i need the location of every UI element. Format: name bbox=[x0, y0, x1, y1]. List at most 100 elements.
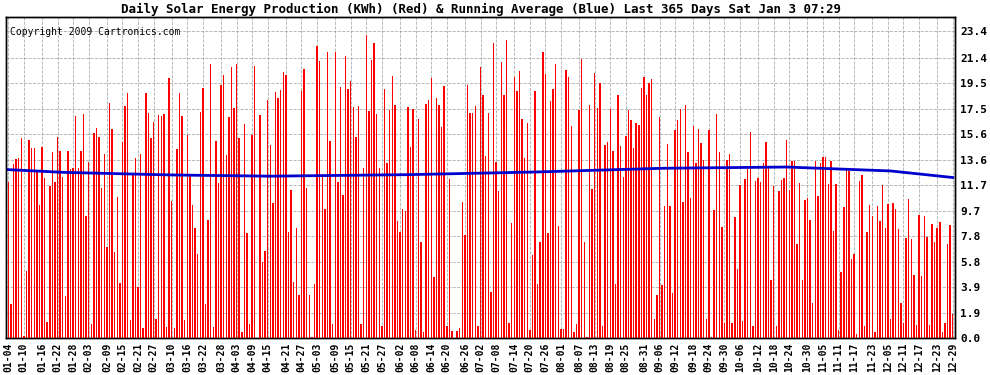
Bar bbox=[490, 291, 492, 338]
Bar bbox=[18, 158, 20, 338]
Bar bbox=[275, 92, 276, 338]
Bar bbox=[508, 323, 510, 338]
Bar bbox=[350, 81, 351, 338]
Bar bbox=[926, 237, 928, 338]
Bar bbox=[625, 136, 627, 338]
Bar bbox=[737, 269, 739, 338]
Bar bbox=[293, 282, 294, 338]
Bar bbox=[168, 78, 170, 338]
Bar bbox=[768, 166, 769, 338]
Bar bbox=[290, 190, 292, 338]
Bar bbox=[841, 272, 842, 338]
Bar bbox=[895, 209, 896, 338]
Bar bbox=[93, 133, 95, 338]
Bar bbox=[413, 109, 414, 338]
Bar bbox=[698, 129, 699, 338]
Bar bbox=[114, 252, 116, 338]
Bar bbox=[261, 262, 263, 338]
Bar bbox=[441, 128, 443, 338]
Bar bbox=[202, 88, 204, 338]
Bar bbox=[783, 178, 785, 338]
Bar bbox=[778, 190, 780, 338]
Bar bbox=[394, 105, 396, 338]
Bar bbox=[365, 35, 367, 338]
Bar bbox=[848, 171, 849, 338]
Bar bbox=[869, 205, 870, 338]
Bar bbox=[254, 66, 255, 338]
Bar bbox=[228, 117, 230, 338]
Bar bbox=[125, 106, 126, 338]
Bar bbox=[858, 181, 860, 338]
Bar bbox=[641, 88, 643, 338]
Bar bbox=[405, 211, 406, 338]
Bar bbox=[560, 328, 561, 338]
Bar bbox=[493, 43, 494, 338]
Bar bbox=[762, 163, 764, 338]
Bar bbox=[516, 91, 518, 338]
Bar bbox=[173, 328, 175, 338]
Bar bbox=[815, 161, 816, 338]
Bar bbox=[695, 163, 697, 338]
Bar bbox=[117, 197, 118, 338]
Bar bbox=[335, 52, 336, 338]
Bar bbox=[791, 161, 793, 338]
Bar bbox=[775, 326, 777, 338]
Bar bbox=[459, 328, 460, 338]
Bar bbox=[347, 89, 348, 338]
Bar bbox=[72, 168, 74, 338]
Bar bbox=[122, 142, 123, 338]
Bar bbox=[205, 304, 206, 338]
Bar bbox=[317, 46, 318, 338]
Bar bbox=[578, 110, 580, 338]
Bar bbox=[314, 284, 315, 338]
Bar bbox=[651, 79, 652, 338]
Bar bbox=[952, 314, 953, 338]
Bar bbox=[189, 174, 191, 338]
Bar bbox=[21, 138, 22, 338]
Bar bbox=[724, 323, 725, 338]
Bar bbox=[850, 259, 852, 338]
Bar bbox=[91, 324, 92, 338]
Bar bbox=[669, 206, 670, 338]
Bar bbox=[866, 231, 868, 338]
Bar bbox=[239, 138, 240, 338]
Bar bbox=[215, 141, 217, 338]
Bar bbox=[485, 156, 486, 338]
Bar bbox=[589, 105, 590, 338]
Bar bbox=[522, 119, 523, 338]
Bar bbox=[23, 336, 25, 338]
Bar bbox=[823, 157, 824, 338]
Bar bbox=[357, 106, 359, 338]
Bar bbox=[659, 117, 660, 338]
Bar bbox=[794, 161, 795, 338]
Bar bbox=[234, 108, 235, 338]
Bar bbox=[397, 221, 398, 338]
Bar bbox=[864, 326, 865, 338]
Bar bbox=[639, 125, 640, 338]
Bar bbox=[301, 92, 302, 338]
Bar bbox=[433, 277, 435, 338]
Bar bbox=[599, 82, 601, 338]
Bar bbox=[194, 228, 196, 338]
Bar bbox=[282, 72, 284, 338]
Bar bbox=[309, 296, 310, 338]
Bar bbox=[402, 209, 403, 338]
Bar bbox=[226, 155, 227, 338]
Bar bbox=[903, 323, 904, 338]
Bar bbox=[85, 216, 87, 338]
Bar bbox=[384, 89, 385, 338]
Bar bbox=[378, 168, 380, 338]
Bar bbox=[29, 140, 30, 338]
Bar bbox=[703, 160, 704, 338]
Bar bbox=[916, 325, 917, 338]
Bar bbox=[843, 207, 844, 338]
Bar bbox=[804, 200, 806, 338]
Bar bbox=[666, 144, 668, 338]
Bar bbox=[882, 186, 883, 338]
Bar bbox=[477, 326, 478, 338]
Bar bbox=[552, 89, 553, 338]
Bar bbox=[636, 123, 637, 338]
Bar bbox=[197, 255, 198, 338]
Bar bbox=[343, 195, 344, 338]
Bar bbox=[514, 78, 515, 338]
